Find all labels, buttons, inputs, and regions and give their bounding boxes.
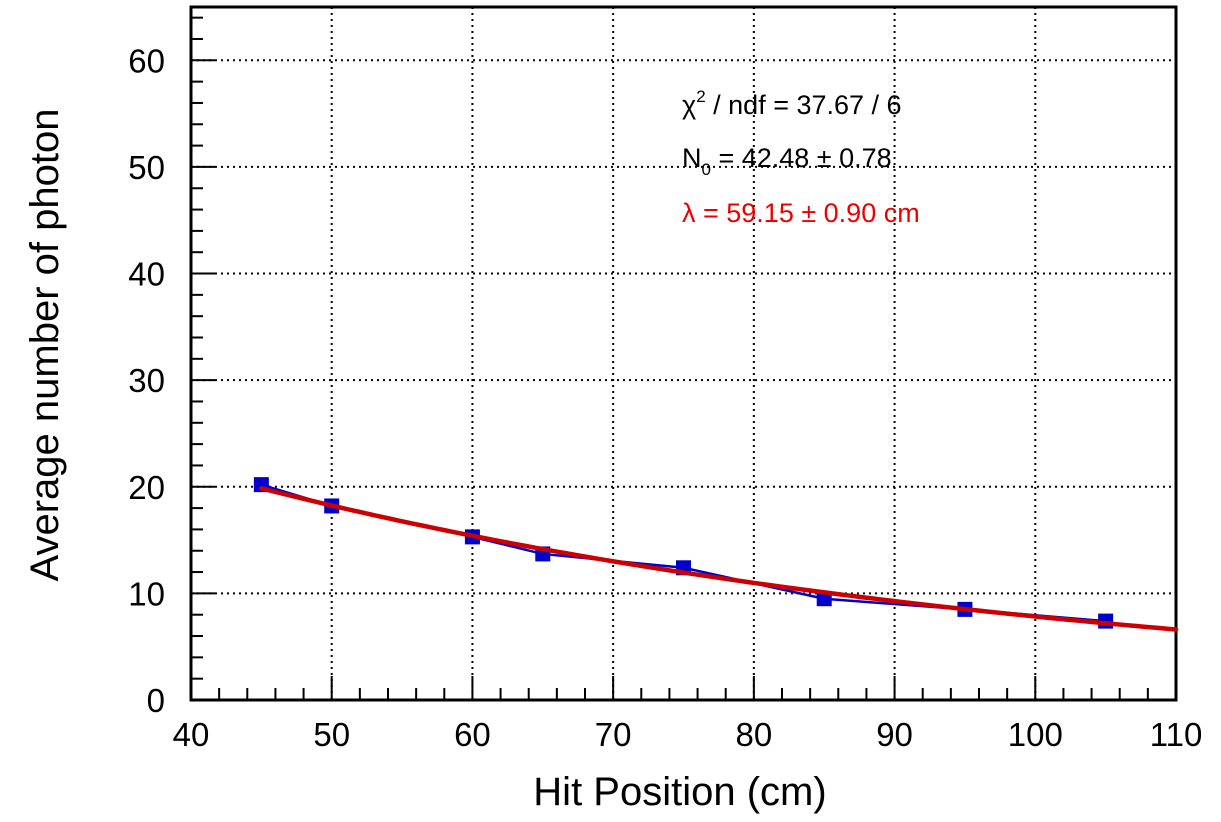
x-tick-label: 110 — [1150, 716, 1203, 753]
x-axis-title: Hit Position (cm) — [533, 770, 826, 814]
y-tick-label: 60 — [128, 42, 165, 79]
x-tick-label: 100 — [1008, 716, 1063, 753]
x-tick-label: 60 — [454, 716, 491, 753]
y-tick-label: 40 — [128, 256, 165, 293]
x-tick-label: 50 — [313, 716, 350, 753]
data-series — [253, 477, 1114, 629]
n0-stat: N0 = 42.48 ± 0.78 — [682, 143, 892, 179]
fit-curve-group — [259, 486, 1179, 632]
stats-box: χ2 / ndf = 37.67 / 6 N0 = 42.48 ± 0.78 λ… — [682, 87, 920, 228]
y-axis: 0 10 20 30 40 50 60 — [128, 16, 215, 719]
y-tick-label: 0 — [147, 682, 165, 719]
y-tick-label: 50 — [128, 149, 165, 186]
series-line — [260, 483, 1106, 623]
fit-curve — [259, 486, 1179, 632]
y-tick-label: 30 — [128, 362, 165, 399]
x-tick-label: 70 — [595, 716, 632, 753]
y-axis-title: Average number of photon — [23, 109, 67, 582]
grid — [191, 7, 1176, 700]
y-tick-label: 20 — [128, 469, 165, 506]
x-tick-label: 80 — [735, 716, 772, 753]
x-tick-label: 90 — [876, 716, 913, 753]
y-tick-label: 10 — [128, 575, 165, 612]
lambda-stat: λ = 59.15 ± 0.90 cm — [682, 198, 920, 228]
chi2-stat: χ2 / ndf = 37.67 / 6 — [682, 87, 902, 120]
plot-frame — [189, 5, 1178, 702]
x-axis: 40 50 60 70 80 90 100 110 — [173, 676, 1203, 753]
x-tick-label: 40 — [173, 716, 210, 753]
